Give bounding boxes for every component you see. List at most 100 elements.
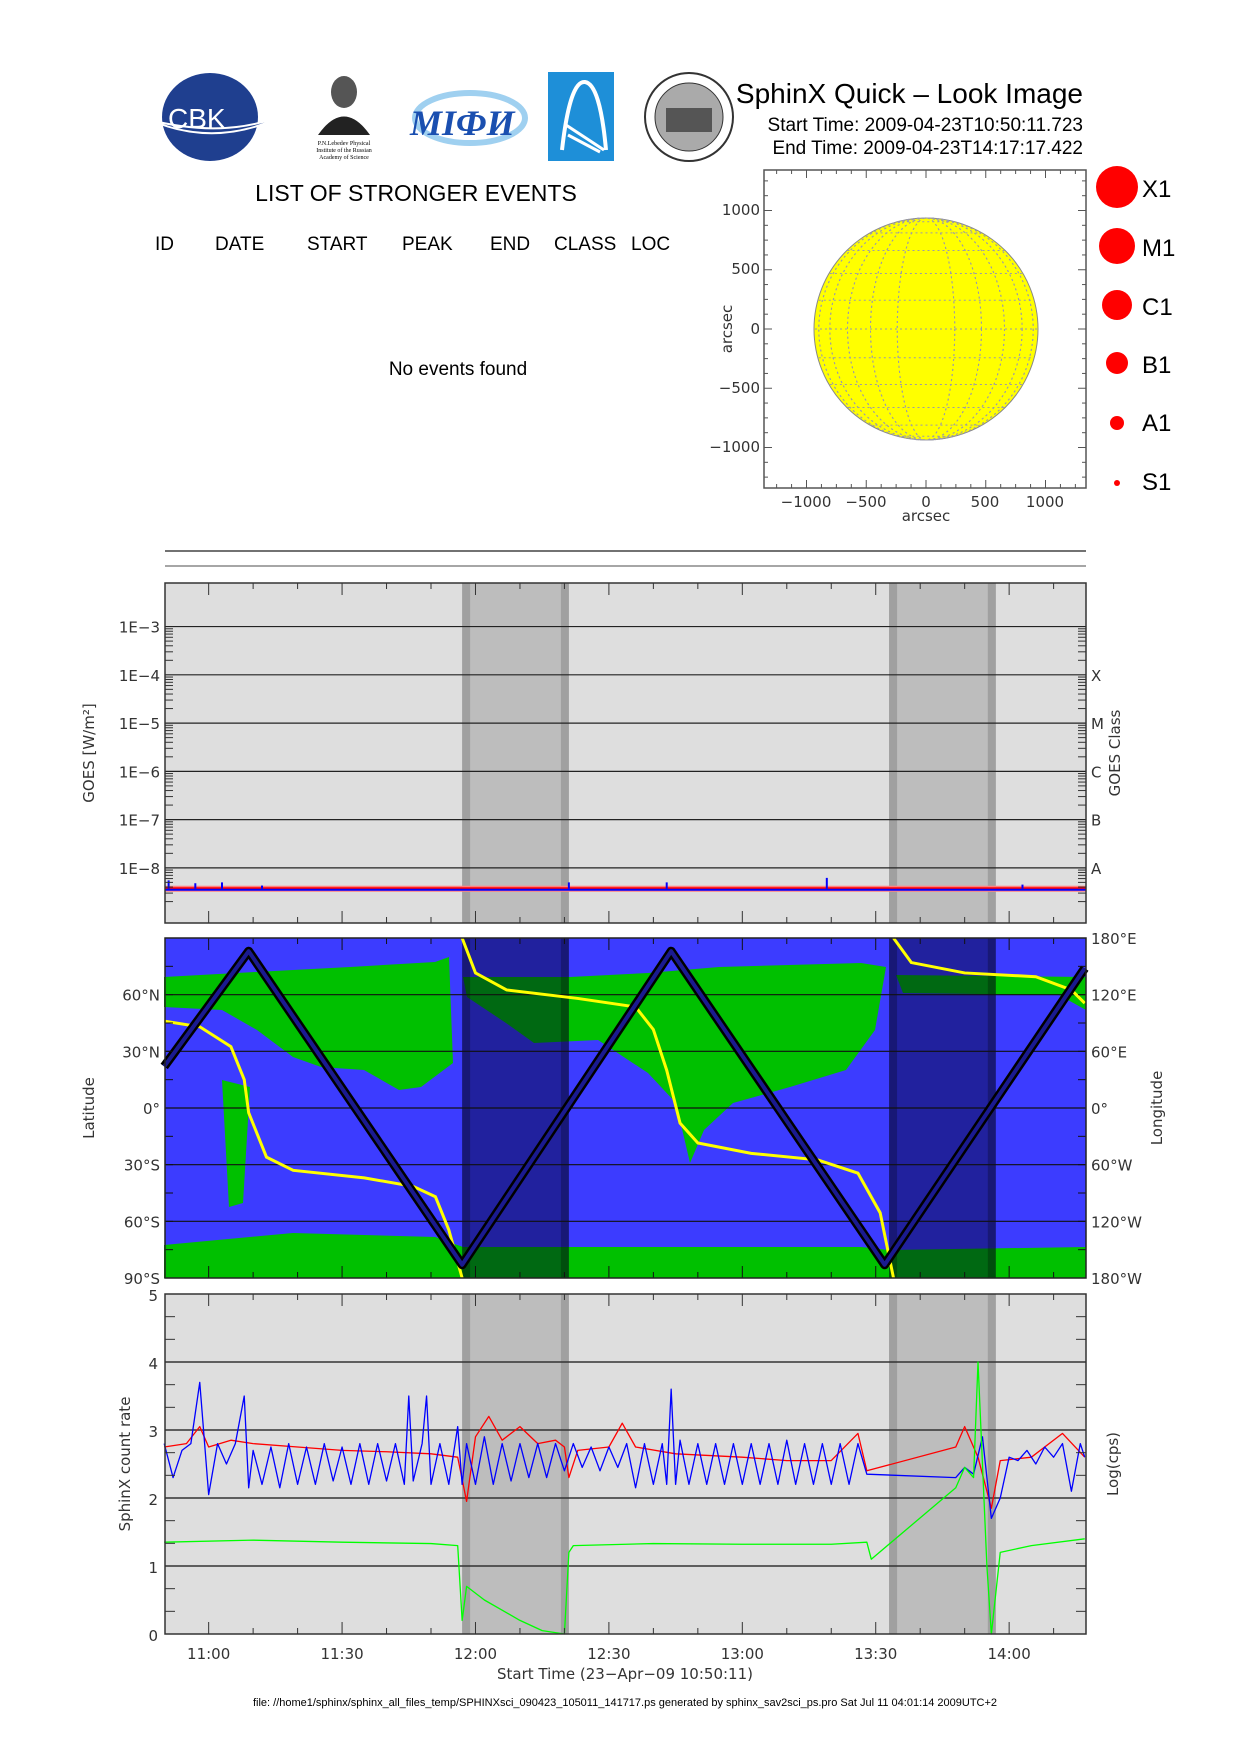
longitude-tick-label: 180°E — [1091, 930, 1137, 948]
space-agency-logo — [548, 72, 614, 161]
longitude-tick-label: 120°E — [1091, 987, 1137, 1005]
sun-ytick: 0 — [750, 320, 760, 338]
eclipse-shade — [889, 583, 996, 923]
col-id: ID — [155, 234, 174, 255]
latitude-tick-label: 0° — [143, 1100, 160, 1118]
sphinx-ytick-label: 0 — [148, 1627, 158, 1645]
sun-xtick: 1000 — [1026, 493, 1064, 511]
time-tick-label: 11:30 — [320, 1645, 363, 1663]
goes-ytick-label: 1E−8 — [119, 860, 160, 878]
col-loc: LOC — [631, 234, 670, 255]
eclipse-shade-edge — [987, 583, 996, 923]
goes-ytick-label: 1E−4 — [119, 667, 160, 685]
svg-text:MIФИ: MIФИ — [409, 103, 516, 143]
legend-marker-s1 — [1114, 480, 1120, 486]
goes-class-label: GOES Class — [1106, 709, 1124, 796]
longitude-curve — [163, 1019, 464, 1279]
goes-class-m: M — [1091, 715, 1104, 733]
sphinx-ytick-label: 4 — [148, 1355, 158, 1373]
sun-grid-meridian — [829, 217, 1023, 441]
events-title: LIST OF STRONGER EVENTS — [255, 180, 577, 206]
sun-xtick: 0 — [921, 493, 931, 511]
goes-ytick-label: 1E−7 — [119, 812, 160, 830]
svg-text:Academy of Science: Academy of Science — [319, 154, 369, 161]
svg-text:Institute of the Russian: Institute of the Russian — [316, 147, 372, 154]
orbit-panel: 60°N 30°N 0° 30°S 60°S 90°S 180°E 120°E 60°E 0° 60… — [80, 930, 1166, 1288]
legend-marker-x1 — [1096, 166, 1138, 208]
end-time: End Time: 2009-04-23T14:17:17.422 — [772, 138, 1083, 159]
sun-grid-meridian — [847, 217, 1005, 441]
col-end: END — [490, 234, 530, 255]
sun-grid-meridian — [870, 217, 982, 441]
sun-grid-meridian — [896, 217, 956, 441]
longitude-tick-label: 180°W — [1091, 1270, 1142, 1288]
goes-ylabel: GOES [W/m²] — [80, 703, 98, 802]
longitude-tick-label: 60°W — [1091, 1157, 1133, 1175]
sphinx-series-1 — [163, 1381, 1086, 1520]
legend-label: A1 — [1142, 410, 1171, 437]
start-time: Start Time: 2009-04-23T10:50:11.723 — [768, 115, 1083, 136]
longitude-tick-label: 60°E — [1091, 1043, 1127, 1061]
longitude-curve — [460, 937, 895, 1279]
eclipse-shade-edge — [889, 583, 898, 923]
orbit-ylabel: Latitude — [80, 1077, 98, 1139]
col-class: CLASS — [554, 234, 616, 255]
goes-ytick-label: 1E−5 — [119, 715, 160, 733]
col-date: DATE — [215, 234, 264, 255]
satellite-track-inner — [162, 949, 1087, 1267]
goes-class-a: A — [1091, 860, 1102, 878]
sun-grid — [815, 217, 1037, 441]
sun-ytick: −1000 — [709, 438, 760, 456]
goes-class-x: X — [1091, 667, 1101, 685]
legend-label: B1 — [1142, 352, 1171, 379]
sphinx-xlabel: Start Time (23−Apr−09 10:50:11) — [497, 1665, 753, 1683]
sun-map: 1000 500 0 −500 −1000 −1000 −500 0 500 1… — [709, 169, 1087, 525]
latitude-tick-label: 30°S — [124, 1157, 160, 1175]
legend-marker-m1 — [1099, 228, 1135, 264]
sun-xtick: −1000 — [781, 493, 832, 511]
svg-text:P.N.Lebedev Physical: P.N.Lebedev Physical — [318, 141, 371, 147]
legend-label: X1 — [1142, 176, 1171, 203]
goes-class-b: B — [1091, 812, 1101, 830]
sphinx-ylabel: SphinX count rate — [116, 1397, 134, 1532]
latitude-tick-label: 60°N — [122, 987, 160, 1005]
eclipse-shade — [889, 1294, 996, 1634]
legend-label: M1 — [1142, 235, 1175, 262]
time-tick-label: 13:00 — [721, 1645, 764, 1663]
col-start: START — [307, 234, 368, 255]
footer-file-info: file: //home1/sphinx/sphinx_all_files_te… — [253, 1697, 997, 1709]
sun-ylabel: arcsec — [718, 305, 736, 354]
flare-class-legend: X1 M1 C1 B1 A1 S1 — [1096, 166, 1175, 496]
sun-xtick: 500 — [971, 493, 1000, 511]
goes-class-c: C — [1091, 763, 1101, 781]
university-seal-logo — [644, 72, 734, 162]
sun-grid-meridian — [818, 217, 1034, 441]
legend-marker-a1 — [1110, 416, 1124, 430]
legend-label: C1 — [1142, 294, 1173, 321]
orbit-ylabel-right: Longitude — [1148, 1071, 1166, 1146]
land-regions — [164, 957, 1086, 1278]
eclipse-shade-edge — [560, 583, 569, 923]
sun-xlabel: arcsec — [902, 507, 951, 525]
sun-ytick: 1000 — [722, 201, 760, 219]
time-tick-label: 12:00 — [454, 1645, 497, 1663]
eclipse-shade-edge — [462, 1294, 471, 1634]
goes-panel: 1E−3 1E−4 1E−5 1E−6 1E−7 1E−8 X M C B A GOES [W/m²… — [80, 582, 1124, 924]
legend-marker-b1 — [1106, 352, 1128, 374]
col-peak: PEAK — [402, 234, 453, 255]
longitude-tick-label: 0° — [1091, 1100, 1108, 1118]
sun-ytick: 500 — [731, 260, 760, 278]
legend-marker-c1 — [1102, 290, 1132, 320]
time-tick-label: 12:30 — [587, 1645, 630, 1663]
sphinx-panel: 0 1 2 3 4 5 11:00 11:30 12:00 12:30 13:00 13:30 14:… — [116, 1287, 1122, 1683]
sun-xtick: −500 — [845, 493, 886, 511]
goes-ytick-label: 1E−3 — [119, 619, 160, 637]
time-tick-label: 11:00 — [187, 1645, 230, 1663]
time-tick-label: 13:30 — [854, 1645, 897, 1663]
latitude-tick-label: 60°S — [124, 1213, 160, 1231]
sphinx-ytick-label: 2 — [148, 1491, 158, 1509]
sun-ytick: −500 — [719, 379, 760, 397]
legend-label: S1 — [1142, 469, 1171, 496]
eclipse-shade-edge — [560, 1294, 569, 1634]
